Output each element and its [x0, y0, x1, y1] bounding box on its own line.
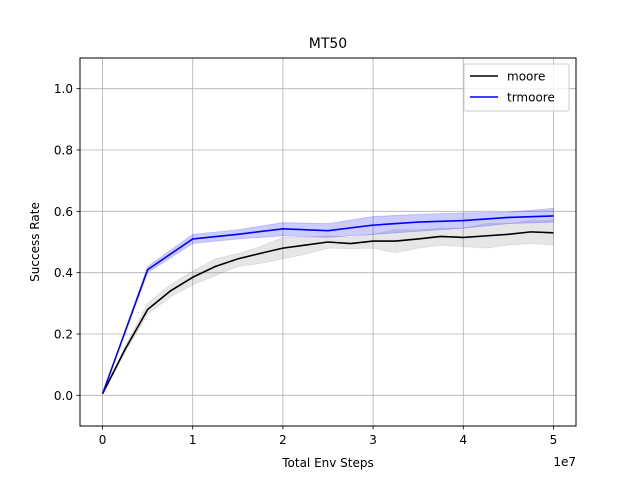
legend-label-moore: moore — [507, 70, 545, 84]
plot-frame — [79, 57, 577, 427]
x-offset-text: 1e7 — [553, 455, 576, 469]
x-tick-label: 0 — [99, 433, 107, 447]
y-tick-label: 0.0 — [54, 389, 73, 403]
series-lines — [101, 215, 554, 395]
x-tick-label: 5 — [550, 433, 558, 447]
legend-label-trmoore: trmoore — [507, 91, 555, 105]
y-tick-label: 0.2 — [54, 328, 73, 342]
y-tick-label: 1.0 — [54, 82, 73, 96]
moore-line — [101, 231, 554, 395]
x-axis-label: Total Env Steps — [281, 456, 374, 470]
trmoore-line — [101, 215, 554, 395]
x-tick-label: 3 — [369, 433, 377, 447]
chart-title: MT50 — [309, 36, 347, 52]
trmoore-band — [102, 207, 554, 394]
moore-band — [102, 220, 554, 394]
x-tick-label: 1 — [189, 433, 197, 447]
x-tick-label: 2 — [279, 433, 287, 447]
y-tick-label: 0.4 — [54, 266, 73, 280]
axis-ticks: 0 1 2 3 4 5 0.0 0.2 0.4 0.6 0.8 1.0 — [54, 82, 557, 447]
y-axis-label: Success Rate — [28, 202, 42, 282]
legend: moore trmoore — [463, 63, 570, 112]
y-tick-label: 0.8 — [54, 144, 73, 158]
x-tick-label: 4 — [459, 433, 467, 447]
grid — [80, 58, 576, 426]
y-tick-label: 0.6 — [54, 205, 73, 219]
